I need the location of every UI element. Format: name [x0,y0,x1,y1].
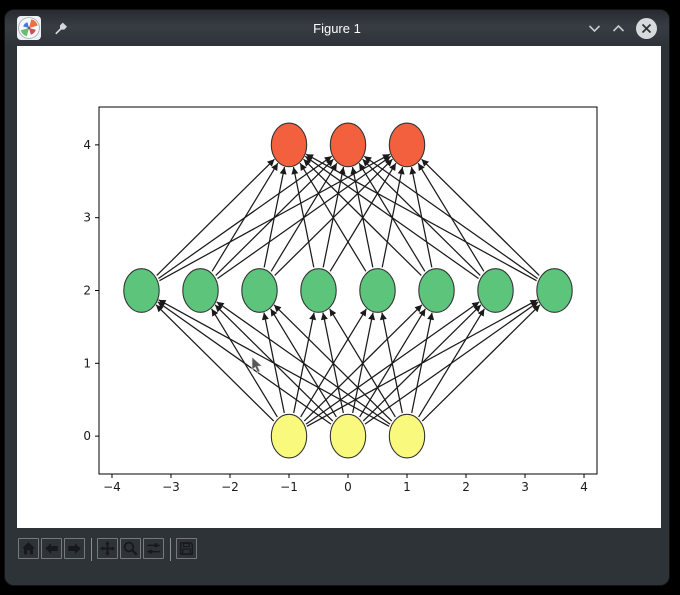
navigation-toolbar [5,528,669,585]
x-tick-label: −3 [162,480,180,494]
configure-subplots-button[interactable] [143,538,164,559]
chevron-down-icon [588,24,601,32]
titlebar[interactable]: Figure 1 [5,10,669,46]
y-tick-label: 2 [83,284,91,298]
edge-arrow [273,304,393,422]
network-node-output-layer [329,122,367,168]
edge-arrow [411,312,435,414]
network-plot: −4 −3 −2 −1 0 1 2 3 4 0 1 2 3 4 [83,106,598,494]
close-button[interactable] [636,17,657,39]
app-icon-button[interactable] [17,16,41,40]
x-tick-label: 3 [521,480,529,494]
network-node-output-layer [388,122,426,168]
network-node-hidden-layer [241,268,278,313]
y-tick-label: 0 [83,429,91,443]
x-tick-label: −1 [280,480,298,494]
network-node-input-layer [388,413,426,459]
y-tick-label: 3 [83,211,91,225]
maximize-button[interactable] [612,24,625,33]
forward-arrow-icon [68,543,81,554]
network-node-input-layer [329,413,367,459]
pin-button[interactable] [53,21,68,36]
network-node-output-layer [270,122,308,168]
edge-arrow [421,304,541,422]
x-tick-label: 0 [344,480,352,494]
network-node-hidden-layer [182,268,219,313]
axes: −4 −3 −2 −1 0 1 2 3 4 0 1 2 3 4 [83,106,598,494]
edge-arrow [363,155,538,280]
figure-window: Figure 1 −4 −3 −2 −1 0 1 2 3 4 0 1 2 3 4 [5,10,669,585]
home-icon [22,542,35,555]
x-tick-label: −2 [221,480,239,494]
chevron-up-icon [612,24,625,32]
edge-arrow [421,158,540,276]
edge-arrow [157,301,332,425]
edges [155,153,541,427]
edge-arrow [299,162,367,272]
toolbar-separator [170,538,171,561]
edge-arrow [305,153,537,282]
network-node-input-layer [270,413,308,459]
edge-arrow [379,312,403,414]
edge-arrow [211,162,279,272]
network-node-hidden-layer [300,268,337,313]
sliders-icon [147,543,160,554]
save-button[interactable] [176,538,197,559]
edge-arrow [216,301,391,425]
edge-arrow [304,155,479,280]
magnifier-icon [123,541,138,556]
home-button[interactable] [18,538,39,559]
matplotlib-logo-icon [18,17,40,39]
nodes [123,122,573,459]
edge-arrow [418,308,485,418]
window-controls [588,17,657,39]
forward-button[interactable] [64,538,85,559]
window-title: Figure 1 [313,20,361,36]
zoom-button[interactable] [120,538,141,559]
edge-arrow [329,308,396,418]
network-node-hidden-layer [477,268,514,313]
x-tick-label: 1 [403,480,411,494]
x-tick-label: 4 [580,480,588,494]
network-node-hidden-layer [536,268,573,313]
pan-button[interactable] [97,538,118,559]
pushpin-icon [55,22,67,34]
network-node-hidden-layer [418,268,455,313]
network-node-hidden-layer [359,268,396,313]
edge-arrow [155,304,275,422]
x-tick-label: −4 [103,480,121,494]
minimize-button[interactable] [588,24,601,33]
y-tick-label: 4 [83,138,91,152]
figure-canvas[interactable]: −4 −3 −2 −1 0 1 2 3 4 0 1 2 3 4 [17,46,661,528]
edge-arrow [156,158,275,276]
pan-arrows-icon [99,540,116,557]
x-tick-label: 2 [462,480,470,494]
toolbar-separator [91,538,92,561]
edge-arrow [291,166,315,268]
back-arrow-icon [45,543,58,554]
edge-arrow [303,158,422,276]
y-tick-label: 1 [83,356,91,370]
floppy-disk-icon [180,542,193,555]
edge-arrow [158,299,390,427]
edge-arrow [263,166,287,268]
network-node-hidden-layer [123,268,160,313]
close-icon [641,23,652,33]
back-button[interactable] [41,538,62,559]
